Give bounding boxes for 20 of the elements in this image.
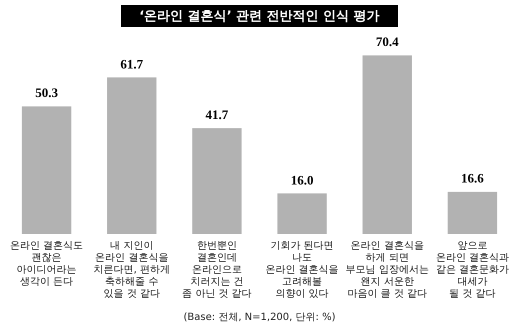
x-tick-label: 온라인 결혼식을 하게 되면 부모님 입장에서는 왠지 서운한 마음이 클 것 같다 (346, 240, 429, 300)
x-tick-label: 기회가 된다면 나도 온라인 결혼식을 고려해볼 의향이 있다 (265, 240, 339, 300)
bar (362, 55, 412, 234)
data-label: 16.0 (290, 172, 314, 188)
bar (22, 106, 72, 234)
data-label: 61.7 (120, 56, 144, 72)
bar (277, 193, 327, 234)
chart-title: ‘온라인 결혼식’ 관련 전반적인 인식 평가 (121, 5, 398, 27)
x-tick-label: 온라인 결혼식도 괜찮은 아이디어라는 생각이 든다 (10, 240, 84, 288)
x-tick-label: 내 지인이 온라인 결혼식을 치른다면, 편하게 축하해줄 수 있을 것 같다 (94, 240, 170, 300)
data-label: 50.3 (35, 85, 58, 100)
bar (448, 192, 498, 234)
data-label: 16.6 (461, 170, 484, 186)
text: (Base: 전체, N=1,200, 단위: %) (182, 311, 336, 324)
data-label: 70.4 (376, 34, 400, 50)
x-tick-label: 한번뿐인 결혼인데 온라인으로 치러지는 건 좀 아닌 것 같다 (182, 240, 252, 300)
bar (107, 77, 156, 234)
bar (192, 128, 242, 234)
data-label: 41.7 (206, 107, 229, 122)
x-tick-label: 앞으로 온라인 결혼식과 같은 결혼문화가 대세가 될 것 같다 (436, 240, 510, 300)
